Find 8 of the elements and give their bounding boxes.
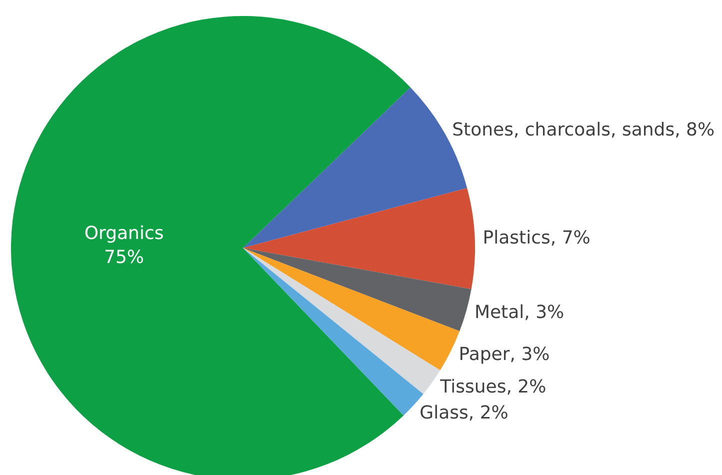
slice-label: Tissues, 2%: [439, 376, 546, 398]
slice-label: Metal, 3%: [474, 302, 564, 324]
slice-label: Organics: [84, 223, 164, 244]
slice-label: Paper, 3%: [458, 344, 550, 366]
slice-label: Plastics, 7%: [482, 227, 590, 248]
slice-label: Stones, charcoals, sands, 8%: [452, 120, 715, 141]
slice-label: Glass, 2%: [420, 402, 508, 424]
data-label: 75%: [104, 247, 144, 268]
